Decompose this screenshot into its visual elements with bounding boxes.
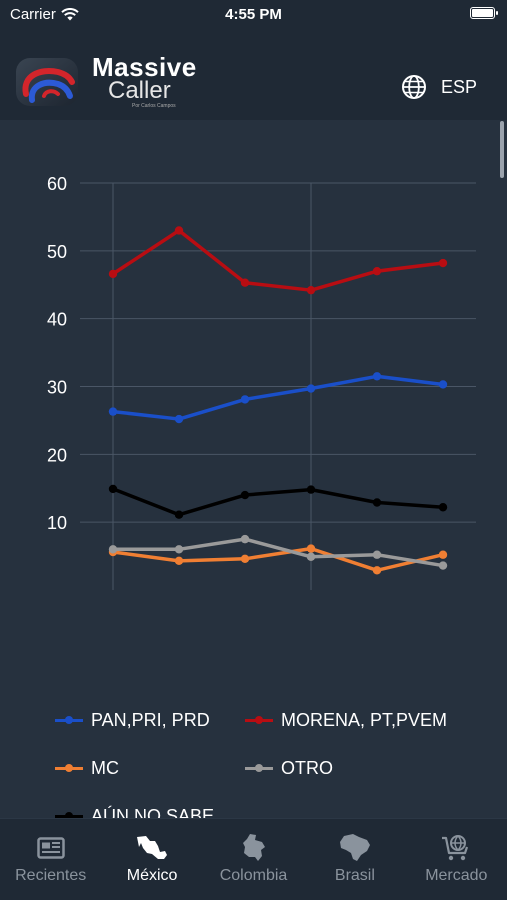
data-point	[372, 266, 382, 276]
y-tick-label: 50	[47, 242, 67, 262]
y-tick-label: 30	[47, 378, 67, 398]
series-line-3	[113, 537, 444, 568]
y-tick-label: 20	[47, 445, 67, 465]
data-point	[438, 258, 448, 268]
series-line-1	[112, 228, 444, 292]
data-point	[240, 554, 250, 563]
vertical-scrollbar[interactable]	[500, 121, 504, 178]
battery-icon	[470, 7, 498, 19]
news-icon	[36, 837, 65, 859]
data-point	[240, 534, 250, 544]
data-point	[306, 285, 316, 295]
data-point	[438, 550, 448, 559]
y-tick-label: 60	[47, 174, 67, 194]
data-point	[438, 561, 448, 570]
legend-label: PAN,PRI, PRD	[91, 710, 210, 730]
app-header: Massive Caller Por Carlos Campos ESP	[0, 30, 507, 120]
carrier: Carrier	[10, 6, 79, 23]
brand-tagline: Por Carlos Campos	[132, 103, 176, 109]
tab-label: Colombia	[219, 867, 288, 884]
mexico-map-icon	[137, 836, 168, 859]
cart-globe-icon	[442, 835, 469, 861]
clock: 4:55 PM	[225, 6, 282, 23]
y-tick-label: 40	[47, 310, 67, 330]
legend-item: OTRO	[245, 758, 333, 779]
globe-icon	[401, 75, 426, 99]
data-point	[240, 278, 250, 287]
legend-swatch	[55, 716, 83, 724]
data-point	[108, 545, 118, 554]
data-point	[306, 544, 316, 553]
carrier-label: Carrier	[10, 6, 56, 23]
data-point	[438, 503, 448, 512]
data-point	[108, 407, 118, 416]
data-point	[174, 226, 184, 235]
data-point	[174, 414, 184, 424]
data-point	[174, 545, 184, 554]
series-line-4	[112, 487, 444, 517]
tab-label: Recientes	[15, 867, 87, 884]
chart-panel: 10 20 30 40 50 60 PAN,PRI, PRD MORENA, PT,PVEM…	[0, 120, 507, 826]
tab-label: Mercado	[425, 867, 488, 884]
tab-label: Brasil	[334, 867, 375, 884]
data-point	[306, 384, 316, 393]
data-point	[306, 552, 316, 561]
legend-label: OTRO	[281, 758, 333, 778]
data-point	[108, 484, 118, 494]
data-point	[174, 510, 184, 519]
data-point	[240, 395, 250, 404]
status-bar: Carrier 4:55 PM	[0, 0, 507, 30]
legend-item: PAN,PRI, PRD	[55, 710, 210, 731]
legend-swatch	[55, 812, 83, 820]
tab-label: México	[126, 867, 178, 884]
poll-line-chart: 10 20 30 40 50 60	[47, 174, 476, 590]
data-point	[306, 485, 316, 494]
data-point	[372, 566, 382, 575]
legend-label: MORENA, PT,PVEM	[281, 710, 448, 730]
data-point	[372, 372, 382, 381]
wifi-icon	[61, 8, 79, 21]
tab-mexico[interactable]: México	[101, 819, 202, 900]
data-point	[240, 490, 250, 500]
data-point	[372, 498, 382, 507]
legend-swatch	[55, 764, 83, 772]
tab-bar: Recientes México Colombia Brasil	[0, 818, 507, 900]
language-selector[interactable]: ESP	[401, 74, 477, 100]
tab-mercado[interactable]: Mercado	[406, 819, 507, 900]
legend-item: MC	[55, 758, 119, 779]
brand-name: Massive Caller Por Carlos Campos	[92, 54, 197, 109]
y-tick-label: 10	[47, 513, 67, 533]
brand-logo-icon	[16, 58, 78, 106]
legend-label: MC	[91, 758, 119, 778]
brand-line1: Massive	[92, 52, 197, 82]
tab-recientes[interactable]: Recientes	[0, 819, 101, 900]
tab-brasil[interactable]: Brasil	[304, 819, 405, 900]
data-point	[108, 269, 118, 279]
brazil-map-icon	[339, 834, 370, 861]
tab-colombia[interactable]: Colombia	[203, 819, 304, 900]
data-point	[174, 556, 184, 566]
series-line-0	[112, 374, 444, 421]
series-line-2	[112, 546, 444, 573]
colombia-map-icon	[242, 834, 265, 861]
language-label: ESP	[440, 76, 477, 97]
brand-line2: Caller	[108, 77, 171, 104]
data-point	[438, 380, 448, 389]
legend-swatch	[245, 764, 273, 772]
legend-item: MORENA, PT,PVEM	[245, 710, 447, 731]
data-point	[372, 550, 382, 559]
legend-swatch	[245, 716, 273, 724]
